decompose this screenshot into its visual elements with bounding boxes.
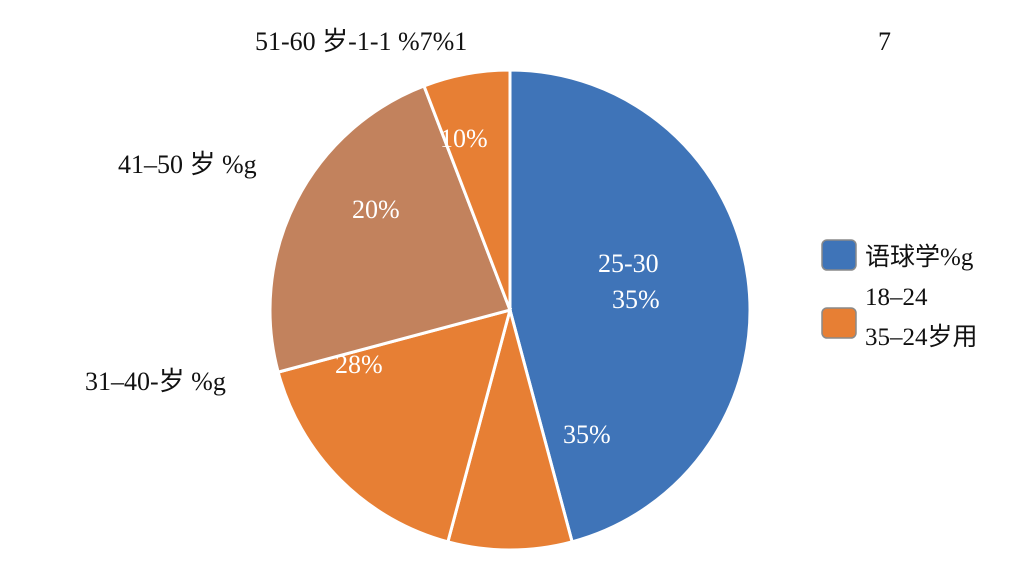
legend-swatch-orange	[821, 307, 857, 339]
slice-label-blue-extra: 35%	[563, 420, 611, 449]
pie-slice-4	[422, 68, 512, 311]
slice-outside-label-41-50: 41–50 岁 %g	[118, 150, 257, 179]
pie-slice-1	[446, 304, 574, 552]
pie-slice-0	[508, 68, 752, 544]
slice-outside-label-31-40: 31–40-岁 %g	[85, 367, 226, 396]
slice-label-10: 10%	[440, 124, 488, 153]
legend-swatch-blue	[821, 239, 857, 271]
slice-label-blue-line1: 25-30	[598, 249, 659, 278]
slice-label-20: 20%	[352, 195, 400, 224]
legend-label-1-line1: 18–24	[865, 284, 928, 311]
legend-label-0: 语球学%g	[865, 243, 974, 271]
top-right-text: 7	[878, 27, 891, 56]
pie-slices	[268, 68, 752, 552]
legend: 语球学%g 18–24 35–24岁用	[821, 239, 978, 351]
top-left-text: 51-60 岁-1-1 %7%1	[255, 27, 467, 56]
slice-label-blue-line2: 35%	[612, 285, 660, 314]
pie-slice-2	[276, 307, 513, 544]
slice-label-28: 28%	[335, 350, 383, 379]
legend-label-1-line2: 35–24岁用	[865, 323, 978, 351]
